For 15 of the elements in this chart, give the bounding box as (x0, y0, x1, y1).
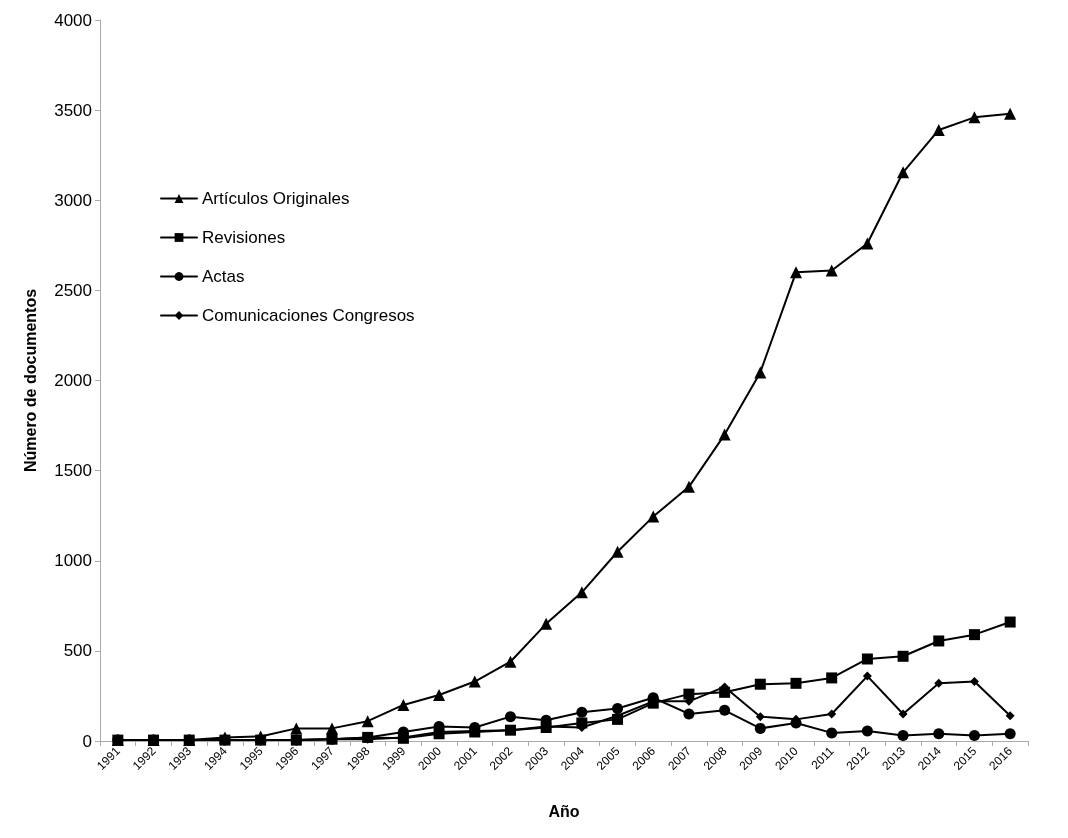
y-tick-label: 0 (82, 731, 92, 751)
y-tick-label: 2000 (54, 371, 92, 390)
y-tick-label: 3500 (54, 100, 92, 120)
legend-label: Revisiones (202, 228, 286, 247)
y-tick-label: 4000 (54, 10, 92, 30)
y-tick-label: 3000 (54, 190, 92, 210)
legend-label: Artículos Originales (202, 189, 350, 208)
y-tick-label: 500 (63, 641, 92, 661)
y-tick-label: 2500 (54, 280, 92, 300)
legend-label: Actas (202, 267, 245, 286)
x-axis-title: Año (548, 802, 580, 820)
y-tick-label: 1500 (54, 461, 92, 481)
legend-label: Comunicaciones Congresos (202, 306, 415, 325)
y-axis-title: Número de documentos (21, 288, 39, 473)
y-tick-label: 1000 (54, 551, 92, 571)
